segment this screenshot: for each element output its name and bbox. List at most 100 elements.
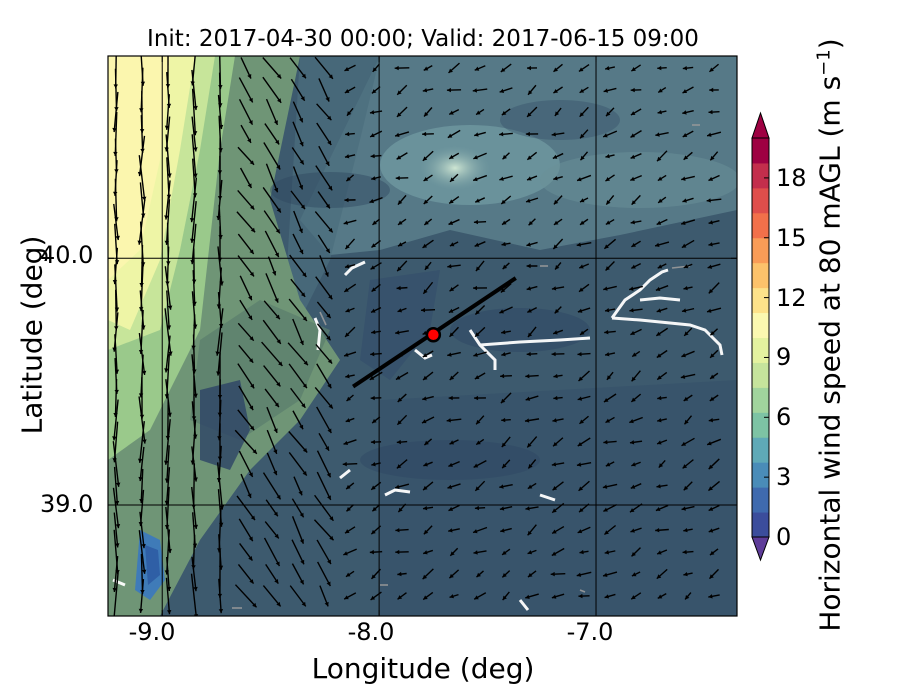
wind-arrow xyxy=(422,395,434,401)
gridlines xyxy=(108,56,737,616)
wind-arrow xyxy=(344,526,356,534)
wind-arrow xyxy=(474,131,486,137)
wind-arrow xyxy=(501,436,511,448)
wind-arrow xyxy=(578,63,590,73)
wind-arrow xyxy=(369,371,383,381)
wind-arrow xyxy=(137,421,145,463)
wind-arrow xyxy=(551,351,565,357)
wind-arrow xyxy=(343,439,357,445)
wind-arrow xyxy=(316,406,332,434)
wind-arrow xyxy=(265,98,279,126)
wind-arrow xyxy=(706,438,722,446)
wind-arrow xyxy=(237,255,255,277)
wind-arrow xyxy=(344,197,356,203)
colorbar-tick-label: 9 xyxy=(776,343,792,372)
wind-arrow xyxy=(191,116,198,152)
wind-arrow xyxy=(266,429,278,455)
wind-arrow xyxy=(395,371,409,381)
wind-arrow xyxy=(317,234,331,254)
wind-arrow xyxy=(500,63,512,73)
wind-arrow xyxy=(630,130,642,138)
wind-arrow xyxy=(449,371,459,381)
wind-arrow xyxy=(474,197,486,203)
wind-arrow xyxy=(682,459,694,469)
wind-arrow xyxy=(576,462,592,467)
wind-arrow xyxy=(237,233,255,255)
wind-arrow xyxy=(422,88,434,93)
wind-arrow xyxy=(292,101,304,123)
wind-arrow xyxy=(579,151,589,161)
colorbar-extend-max xyxy=(751,111,770,139)
colorbar-segment xyxy=(752,412,769,438)
wind-arrow xyxy=(394,65,410,71)
wind-arrow xyxy=(708,63,720,73)
wind-arrow xyxy=(265,163,279,193)
wind-arrow xyxy=(291,563,305,585)
wind-arrow xyxy=(421,416,435,424)
wind-arrow xyxy=(576,571,592,577)
y-tick-label-39: 39.0 xyxy=(40,490,94,518)
wind-arrow xyxy=(680,219,696,226)
wind-arrow xyxy=(631,571,641,577)
wind-arrow xyxy=(708,109,720,115)
wind-arrow xyxy=(550,571,566,577)
wind-arrow xyxy=(630,64,642,72)
wind-arrow xyxy=(708,594,720,599)
wind-arrow xyxy=(237,322,255,342)
wind-arrow xyxy=(655,327,669,337)
wind-arrow xyxy=(474,395,486,401)
wind-arrow xyxy=(396,152,408,160)
wind-arrow xyxy=(291,539,305,565)
wind-arrow xyxy=(423,461,433,467)
wind-arrow xyxy=(683,481,693,491)
wind-arrow xyxy=(396,106,408,118)
wind-arrow xyxy=(526,436,538,448)
colorbar-tick-label: 18 xyxy=(776,163,807,192)
wind-arrow xyxy=(682,130,694,138)
wind-arrow xyxy=(656,371,668,381)
wind-arrow xyxy=(423,525,433,535)
wind-arrow xyxy=(501,108,511,116)
wind-arrow xyxy=(139,511,146,549)
wind-arrow xyxy=(525,593,539,599)
wind-arrow xyxy=(396,84,408,96)
wind-arrow xyxy=(707,263,721,269)
wind-arrow xyxy=(553,63,563,73)
wind-arrow xyxy=(448,460,460,468)
wind-arrow xyxy=(577,395,591,401)
wind-arrow xyxy=(499,175,513,181)
wind-arrow xyxy=(423,65,433,71)
wind-arrow xyxy=(423,438,433,446)
wind-arrow xyxy=(655,285,669,291)
wind-arrow xyxy=(369,196,383,204)
wind-arrow xyxy=(682,109,694,115)
wind-arrow xyxy=(657,263,667,269)
wind-arrow xyxy=(262,57,282,79)
wind-arrow xyxy=(239,275,253,301)
wind-arrow xyxy=(472,88,488,93)
wind-arrow xyxy=(605,194,615,206)
wind-arrow xyxy=(240,124,252,144)
wind-arrow xyxy=(314,56,334,80)
wind-arrow xyxy=(112,555,119,593)
wind-arrow xyxy=(422,239,434,249)
wind-arrow xyxy=(473,550,487,555)
wind-arrow xyxy=(709,372,719,380)
wind-arrow xyxy=(605,107,615,117)
wind-arrow xyxy=(526,151,538,161)
wind-arrow xyxy=(234,584,258,608)
colorbar-segment xyxy=(752,237,769,264)
colorbar-segment xyxy=(752,312,769,338)
wind-arrow xyxy=(578,283,590,293)
wind-arrow xyxy=(603,393,617,403)
wind-arrow xyxy=(682,197,694,203)
wind-arrow xyxy=(265,564,279,584)
wind-arrow xyxy=(288,363,308,389)
wind-arrow xyxy=(577,351,591,357)
wind-arrow xyxy=(579,549,589,555)
wind-arrow xyxy=(551,132,565,137)
wind-arrow xyxy=(448,528,460,533)
wind-arrow xyxy=(553,373,563,379)
wind-arrow xyxy=(474,372,486,380)
wind-arrow xyxy=(291,147,305,165)
